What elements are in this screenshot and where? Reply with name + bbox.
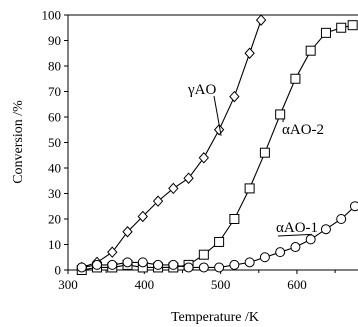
series-layer [76,14,358,275]
data-point-alpha-ao-2 [305,45,316,56]
y-tick-label: 20 [48,212,61,227]
data-point-alpha-ao-1 [349,201,358,212]
axes: 0 10 20 30 40 50 60 70 80 90 100 300 400 500 600 [42,8,358,292]
data-point-alpha-ao-2 [229,214,240,224]
y-tick-label: 50 [48,135,61,150]
series-gamma-ao [76,14,267,274]
data-point-alpha-ao-1 [153,259,164,270]
data-point-gamma-ao [229,90,240,103]
x-tick-label: 400 [135,277,155,292]
data-point-gamma-ao [168,182,179,195]
data-point-alpha-ao-2 [290,73,301,84]
x-axis-title: Temperature /K [171,310,259,325]
data-point-alpha-ao-1 [305,234,316,245]
data-point-gamma-ao [152,195,164,207]
data-point-alpha-ao-2 [336,22,347,33]
series-label-alpha-ao-2: αAO-2 [282,122,324,138]
x-tick-label: 600 [287,277,307,292]
data-point-gamma-ao [107,246,118,258]
data-point-gamma-ao [183,172,194,184]
data-point-alpha-ao-1 [198,262,209,273]
data-point-alpha-ao-2 [244,183,255,194]
series-alpha-ao-1 [76,201,358,273]
data-point-gamma-ao [137,210,148,223]
data-point-alpha-ao-1 [92,259,102,270]
data-point-alpha-ao-1 [229,259,240,270]
series-label-gamma-ao: γAO [187,82,216,98]
series-label-alpha-ao-1: αAO-1 [276,220,318,236]
data-point-alpha-ao-2 [347,20,358,31]
data-point-alpha-ao-1 [259,252,270,263]
y-tick-label: 0 [55,263,62,278]
data-point-alpha-ao-2 [275,109,286,120]
data-point-gamma-ao [244,47,255,59]
y-tick-label: 100 [42,8,62,23]
data-point-gamma-ao [198,152,210,164]
x-tick-label: 300 [58,277,78,292]
y-axis-title: Conversion /% [11,100,26,184]
data-point-alpha-ao-1 [76,262,87,273]
data-point-gamma-ao [255,14,267,26]
y-tick-label: 80 [48,59,61,74]
data-point-alpha-ao-1 [320,224,331,235]
y-tick-label: 90 [48,33,61,48]
data-point-alpha-ao-1 [244,257,255,268]
y-tick-label: 60 [48,110,61,125]
data-point-gamma-ao [213,124,225,136]
data-point-alpha-ao-1 [183,262,194,273]
data-point-alpha-ao-1 [336,214,347,224]
data-point-alpha-ao-2 [259,147,270,158]
x-tick-label: 500 [211,277,231,292]
data-point-alpha-ao-2 [320,27,331,38]
labels: Temperature /K Conversion /% γAO αAO-2 α… [11,82,324,325]
data-point-alpha-ao-1 [214,262,225,273]
data-point-alpha-ao-1 [168,259,179,270]
data-point-alpha-ao-2 [198,249,209,260]
y-tick-label: 70 [48,84,61,99]
data-point-gamma-ao [122,226,133,238]
data-point-alpha-ao-1 [107,259,118,270]
y-tick-label: 30 [48,186,61,201]
data-point-alpha-ao-1 [122,257,133,268]
leader-line-alpha-ao-1 [277,233,312,237]
y-tick-label: 40 [48,161,61,176]
data-point-alpha-ao-2 [214,236,225,247]
series-line-gamma-ao [81,19,262,268]
data-point-alpha-ao-1 [275,247,286,258]
data-point-alpha-ao-1 [290,242,301,253]
data-point-alpha-ao-1 [137,257,148,268]
leader-line-gamma-ao [213,95,222,136]
y-tick-label: 10 [48,237,61,252]
